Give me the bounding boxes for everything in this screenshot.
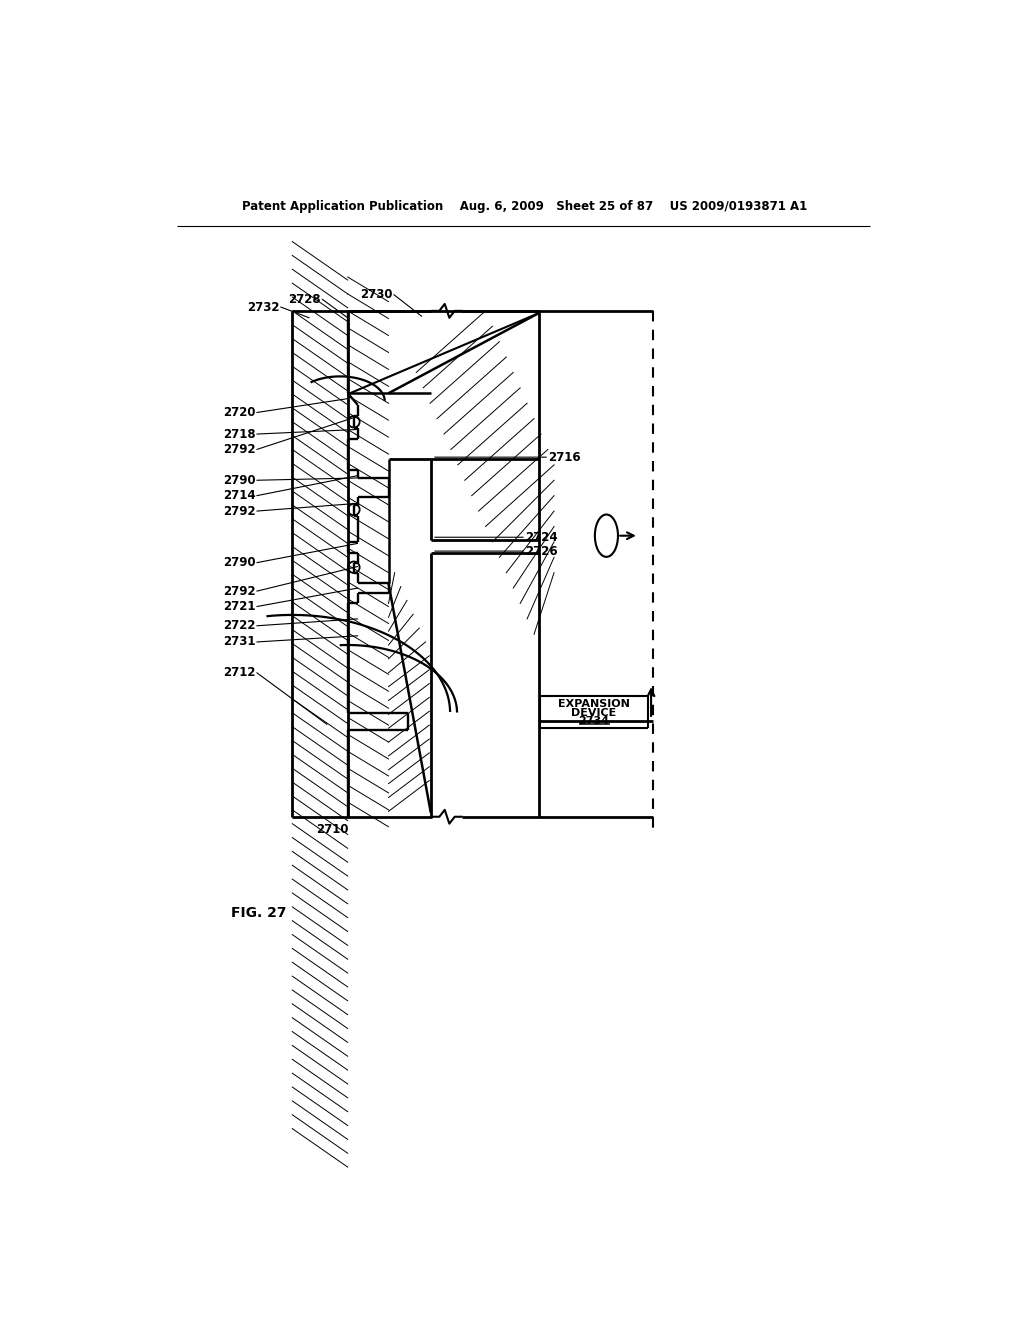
Text: 2722: 2722 (223, 619, 255, 632)
Text: 2792: 2792 (222, 504, 255, 517)
Text: 2724: 2724 (524, 531, 557, 544)
Text: 2790: 2790 (222, 556, 255, 569)
Text: 2792: 2792 (222, 444, 255, 455)
Text: 2790: 2790 (222, 474, 255, 487)
Text: 2714: 2714 (222, 490, 255, 502)
Text: 2728: 2728 (288, 293, 321, 306)
Text: DEVICE: DEVICE (571, 708, 616, 718)
Text: 2734: 2734 (579, 717, 609, 726)
Text: 2732: 2732 (247, 301, 280, 314)
Text: 2721: 2721 (223, 601, 255, 612)
Text: 2720: 2720 (223, 407, 255, 418)
Text: EXPANSION: EXPANSION (558, 700, 630, 709)
Text: 2710: 2710 (316, 824, 348, 837)
Text: Patent Application Publication    Aug. 6, 2009   Sheet 25 of 87    US 2009/01938: Patent Application Publication Aug. 6, 2… (242, 199, 808, 213)
Text: FIG. 27: FIG. 27 (230, 906, 286, 920)
Text: 2718: 2718 (222, 428, 255, 441)
Text: 2731: 2731 (223, 635, 255, 648)
Text: 2792: 2792 (222, 585, 255, 598)
Text: 2730: 2730 (359, 288, 392, 301)
Text: 2716: 2716 (548, 450, 581, 463)
Text: 2712: 2712 (223, 667, 255, 680)
Text: 2726: 2726 (524, 545, 557, 557)
